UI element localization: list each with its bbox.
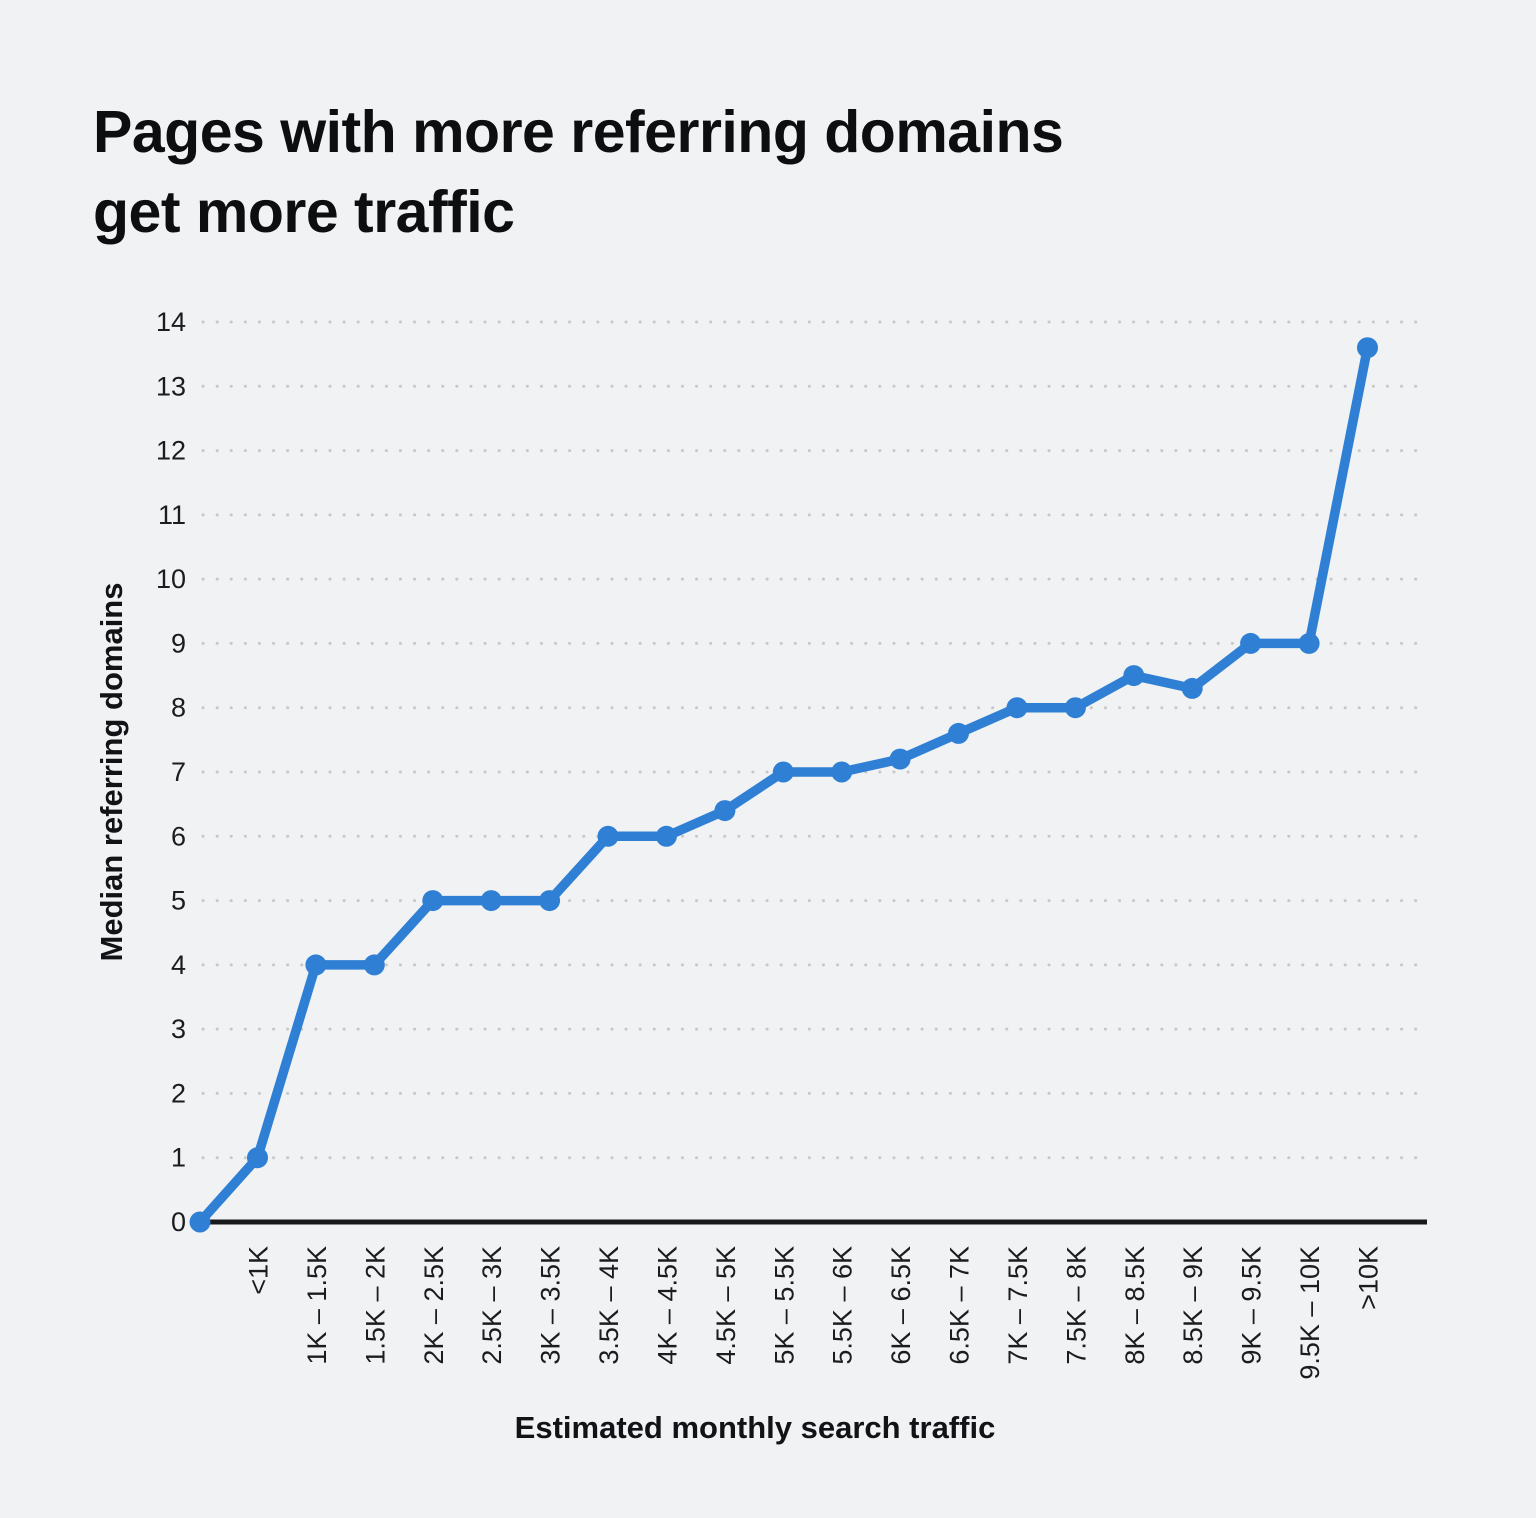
x-tick-label-10: 5.5K – 6K — [828, 1246, 858, 1365]
y-tick-label-1: 1 — [171, 1143, 186, 1173]
chart-title: Pages with more referring domains get mo… — [93, 92, 1064, 252]
x-tick-label-19: >10K — [1353, 1246, 1383, 1310]
y-tick-label-10: 10 — [156, 564, 186, 594]
data-point-14 — [1006, 697, 1028, 719]
x-tick-label-13: 7K – 7.5K — [1003, 1246, 1033, 1365]
data-point-12 — [889, 748, 911, 770]
x-tick-label-0: <1K — [244, 1246, 274, 1295]
y-tick-label-6: 6 — [171, 821, 186, 851]
data-point-4 — [422, 890, 444, 912]
data-point-0 — [189, 1211, 211, 1233]
x-tick-label-7: 4K – 4.5K — [652, 1246, 682, 1365]
y-tick-label-2: 2 — [171, 1078, 186, 1108]
data-point-2 — [305, 954, 327, 976]
data-point-11 — [831, 761, 853, 783]
data-point-13 — [948, 722, 969, 744]
data-point-17 — [1181, 677, 1203, 699]
data-point-15 — [1064, 697, 1086, 719]
y-tick-label-9: 9 — [171, 628, 186, 658]
y-tick-label-4: 4 — [171, 950, 186, 980]
x-tick-label-16: 8.5K – 9K — [1178, 1246, 1208, 1365]
data-point-3 — [363, 954, 385, 976]
data-point-8 — [655, 825, 677, 847]
x-tick-label-6: 3.5K – 4K — [594, 1246, 624, 1365]
x-tick-label-12: 6.5K – 7K — [945, 1246, 975, 1365]
x-tick-label-15: 8K – 8.5K — [1120, 1246, 1150, 1365]
data-point-7 — [597, 825, 619, 847]
x-tick-label-8: 4.5K – 5K — [711, 1246, 741, 1365]
data-point-16 — [1123, 665, 1145, 687]
y-tick-label-0: 0 — [171, 1207, 186, 1237]
x-tick-label-14: 7.5K – 8K — [1061, 1246, 1091, 1365]
y-tick-label-11: 11 — [158, 500, 186, 530]
x-tick-label-2: 1.5K – 2K — [360, 1246, 390, 1365]
data-point-19 — [1298, 632, 1320, 654]
data-point-1 — [247, 1147, 268, 1169]
x-tick-label-1: 1K – 1.5K — [302, 1246, 332, 1365]
y-axis-title: Median referring domains — [94, 582, 129, 962]
x-tick-label-9: 5K – 5.5K — [769, 1246, 799, 1365]
x-tick-label-5: 3K – 3.5K — [536, 1246, 566, 1365]
data-line — [195, 342, 1373, 1227]
x-tick-label-4: 2.5K – 3K — [477, 1246, 507, 1365]
y-tick-label-3: 3 — [171, 1014, 186, 1044]
chart-title-line1: Pages with more referring domains — [93, 99, 1064, 165]
y-tick-label-7: 7 — [171, 757, 186, 787]
x-tick-label-11: 6K – 6.5K — [886, 1246, 916, 1365]
data-point-5 — [480, 890, 502, 912]
x-tick-label-18: 9.5K – 10K — [1295, 1246, 1325, 1380]
y-tick-label-14: 14 — [156, 307, 186, 337]
y-tick-label-8: 8 — [171, 693, 186, 723]
y-tick-label-13: 13 — [156, 371, 186, 401]
data-point-10 — [772, 761, 794, 783]
data-point-6 — [539, 890, 561, 912]
y-tick-label-5: 5 — [171, 886, 186, 916]
x-tick-label-17: 9K – 9.5K — [1237, 1246, 1267, 1365]
x-tick-label-3: 2K – 2.5K — [419, 1246, 449, 1365]
data-point-18 — [1240, 632, 1262, 654]
data-point-20 — [1357, 337, 1378, 359]
chart-title-line2: get more traffic — [93, 179, 515, 246]
y-tick-label-12: 12 — [156, 436, 186, 466]
data-point-9 — [714, 800, 736, 822]
x-axis-title: Estimated monthly search traffic — [514, 1410, 996, 1445]
